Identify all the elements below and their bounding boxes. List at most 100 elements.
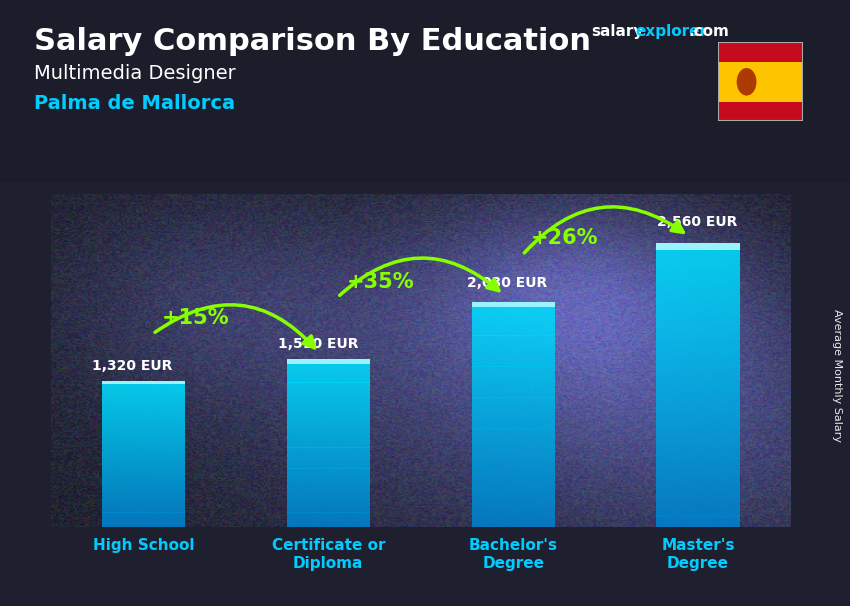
Bar xyxy=(102,445,185,447)
Bar xyxy=(472,462,555,465)
Bar xyxy=(472,510,555,513)
Bar xyxy=(102,498,185,500)
Bar xyxy=(102,456,185,458)
Bar xyxy=(286,416,370,418)
Bar xyxy=(656,421,740,424)
Bar xyxy=(472,386,555,389)
Text: +35%: +35% xyxy=(346,271,414,291)
Bar xyxy=(472,493,555,496)
Bar xyxy=(286,502,370,504)
Bar xyxy=(472,485,555,488)
Bar xyxy=(102,513,185,514)
Bar xyxy=(472,347,555,350)
Bar xyxy=(472,465,555,468)
Bar xyxy=(286,443,370,445)
Bar xyxy=(286,491,370,494)
Bar xyxy=(286,508,370,510)
Bar xyxy=(656,491,740,495)
Bar xyxy=(472,369,555,372)
Bar xyxy=(472,474,555,476)
Bar xyxy=(656,318,740,321)
Bar xyxy=(286,431,370,433)
Text: 1,320 EUR: 1,320 EUR xyxy=(92,359,172,373)
Text: Average Monthly Salary: Average Monthly Salary xyxy=(832,309,842,442)
Bar xyxy=(286,485,370,487)
Text: explorer: explorer xyxy=(636,24,708,39)
Bar xyxy=(472,310,555,313)
Bar xyxy=(472,490,555,493)
Bar xyxy=(286,372,370,374)
Bar xyxy=(102,432,185,434)
Bar xyxy=(656,499,740,502)
Bar xyxy=(656,296,740,300)
Bar xyxy=(718,42,803,121)
Bar xyxy=(656,346,740,350)
Bar xyxy=(472,445,555,448)
Bar xyxy=(286,364,370,366)
Bar xyxy=(718,62,803,101)
Text: 2,560 EUR: 2,560 EUR xyxy=(657,215,738,228)
Bar xyxy=(286,468,370,471)
Bar xyxy=(472,482,555,485)
Bar xyxy=(472,431,555,434)
Bar xyxy=(286,519,370,521)
Bar xyxy=(656,381,740,385)
Bar xyxy=(102,509,185,511)
Bar xyxy=(472,324,555,327)
Bar xyxy=(102,422,185,425)
Bar xyxy=(472,425,555,428)
Bar xyxy=(656,285,740,289)
Bar xyxy=(286,513,370,514)
Bar xyxy=(472,392,555,395)
Bar xyxy=(656,293,740,296)
Bar xyxy=(286,498,370,500)
Bar xyxy=(656,502,740,506)
Bar xyxy=(102,408,185,410)
Bar xyxy=(472,302,555,307)
Bar xyxy=(656,463,740,467)
Bar xyxy=(656,410,740,413)
Bar xyxy=(102,448,185,450)
Bar xyxy=(472,417,555,420)
Bar xyxy=(286,395,370,397)
Bar xyxy=(102,401,185,402)
Bar xyxy=(286,370,370,372)
Bar xyxy=(472,516,555,519)
Bar xyxy=(102,496,185,498)
Bar xyxy=(656,403,740,407)
Bar xyxy=(102,483,185,485)
Bar xyxy=(102,452,185,454)
Bar xyxy=(102,391,185,393)
Bar xyxy=(286,439,370,441)
Bar xyxy=(286,474,370,477)
Bar xyxy=(472,381,555,384)
Bar xyxy=(472,307,555,310)
Bar xyxy=(656,339,740,342)
Bar xyxy=(656,243,740,250)
Bar xyxy=(286,458,370,460)
Bar xyxy=(656,510,740,513)
Bar xyxy=(472,423,555,426)
Bar xyxy=(656,470,740,474)
Bar xyxy=(656,307,740,310)
Bar xyxy=(102,447,185,448)
Bar xyxy=(472,352,555,355)
Bar xyxy=(286,487,370,490)
Bar xyxy=(656,392,740,396)
Bar xyxy=(286,401,370,404)
Text: 2,030 EUR: 2,030 EUR xyxy=(467,276,547,290)
Bar xyxy=(472,341,555,344)
Bar xyxy=(472,302,555,304)
Bar xyxy=(656,413,740,417)
Bar xyxy=(286,420,370,422)
Bar xyxy=(102,395,185,397)
Bar xyxy=(656,449,740,453)
Bar xyxy=(286,456,370,458)
Bar xyxy=(286,437,370,439)
Bar xyxy=(102,514,185,516)
Bar xyxy=(656,438,740,442)
Bar xyxy=(102,468,185,470)
Bar xyxy=(656,516,740,520)
Bar xyxy=(286,490,370,491)
Bar xyxy=(286,470,370,473)
